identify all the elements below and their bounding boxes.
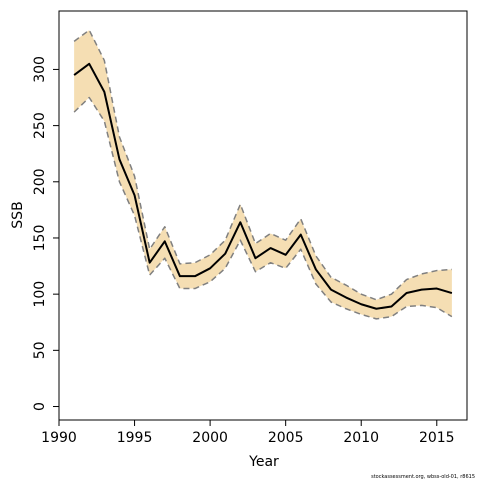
x-axis-title: Year	[248, 454, 279, 470]
y-tick-label: 300	[32, 56, 48, 83]
upper-bound-line	[73, 29, 452, 301]
y-axis-title: SSB	[10, 201, 26, 228]
y-tick-label: 0	[32, 402, 48, 411]
x-tick-label: 1990	[41, 430, 77, 446]
y-tick-label: 50	[32, 341, 48, 359]
y-tick-label: 100	[32, 281, 48, 308]
y-tick-label: 200	[32, 168, 48, 195]
y-tick-label: 150	[32, 225, 48, 252]
lower-bound-line	[73, 96, 453, 320]
ssb-estimate-line	[73, 62, 453, 310]
plot-area	[58, 10, 468, 421]
confidence-band	[74, 30, 452, 319]
x-tick-label: 2015	[419, 430, 455, 446]
x-tick-label: 2005	[268, 430, 304, 446]
x-axis: 1990 1995 2000 2005 2010 2015	[41, 420, 455, 446]
x-tick-label: 2010	[343, 430, 379, 446]
y-axis: 0 50 100 150 200 250 300	[32, 56, 59, 411]
plot-frame	[58, 10, 468, 421]
x-tick-label: 1995	[117, 430, 153, 446]
credit-text: stockassessment.org, wbss-old-01, r8615	[371, 474, 475, 480]
y-tick-label: 250	[32, 112, 48, 139]
x-tick-label: 2000	[192, 430, 228, 446]
